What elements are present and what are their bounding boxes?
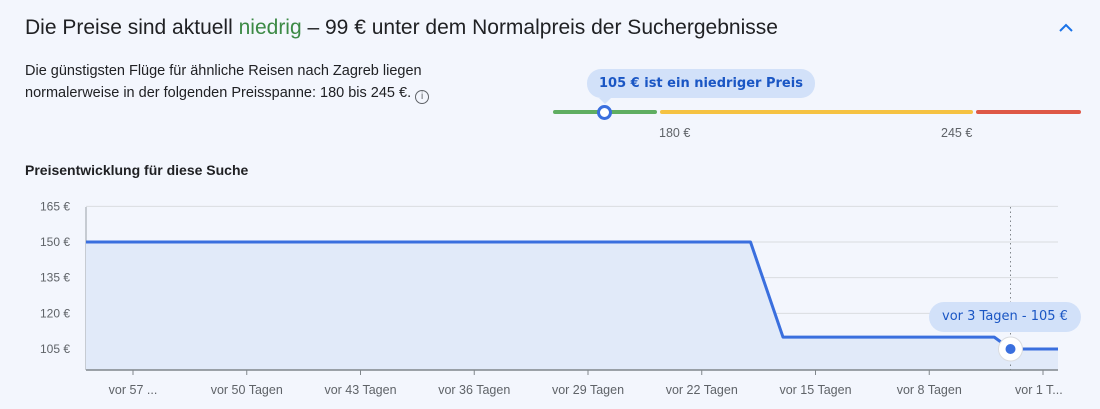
price-level-status: niedrig [238,16,302,39]
x-tick-label: vor 1 T... [1015,383,1063,397]
x-tick-label: vor 43 Tagen [324,383,396,397]
current-price-marker [597,105,612,120]
typical-price-segment [660,110,973,114]
x-tick-label: vor 36 Tagen [438,383,510,397]
price-status-heading: Die Preise sind aktuell niedrig – 99 € u… [25,16,778,40]
x-tick-label: vor 50 Tagen [211,383,283,397]
x-tick-label: vor 57 ... [109,383,158,397]
collapse-button[interactable] [1054,16,1078,40]
x-tick-label: vor 29 Tagen [552,383,624,397]
chevron-up-icon [1059,23,1073,32]
info-icon[interactable]: i [415,90,430,104]
price-range-description: Die günstigsten Flüge für ähnliche Reise… [25,60,455,104]
title-text-suffix: – 99 € unter dem Normalpreis der Sucherg… [301,16,778,39]
range-high-label: 245 € [941,126,973,140]
x-tick-label: vor 15 Tagen [779,383,851,397]
high-price-segment [976,110,1081,114]
range-low-label: 180 € [659,126,691,140]
current-price-bubble: 105 € ist ein niedriger Preis [587,69,815,104]
y-tick-label: 105 € [40,342,70,356]
description-text: Die günstigsten Flüge für ähnliche Reise… [25,63,422,101]
y-tick-label: 120 € [40,306,70,320]
y-tick-label: 165 € [40,199,70,213]
area-fill [86,242,1058,370]
y-tick-label: 150 € [40,235,70,249]
x-tick-label: vor 8 Tagen [897,383,962,397]
chart-tooltip: vor 3 Tagen - 105 € [929,302,1081,332]
x-tick-label: vor 22 Tagen [666,383,738,397]
highlight-point [1005,344,1016,354]
title-text: Die Preise sind aktuell [25,16,239,39]
chart-title: Preisentwicklung für diese Suche [25,162,249,178]
y-tick-label: 135 € [40,271,70,285]
